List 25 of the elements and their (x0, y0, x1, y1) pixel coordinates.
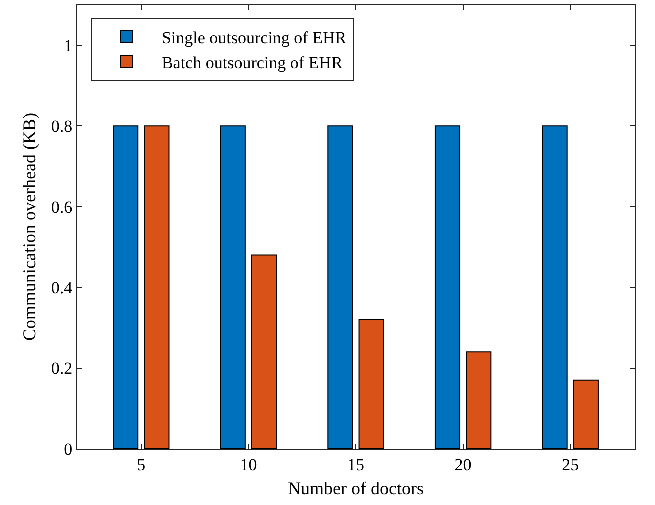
bar (434, 126, 461, 449)
bar (328, 126, 354, 449)
x-axis-title: Number of doctors (288, 478, 424, 498)
y-axis-title: Communication overhead (KB) (20, 113, 40, 341)
y-tick-label: 0.4 (51, 278, 74, 298)
x-tick-label: 25 (562, 455, 580, 474)
bar (251, 254, 278, 449)
y-tick-label: 0.6 (51, 198, 73, 217)
bar (220, 126, 246, 449)
x-tick-label: 15 (348, 455, 364, 474)
bar (113, 126, 139, 449)
bar (542, 126, 568, 449)
x-tick-label: 20 (454, 455, 472, 474)
y-tick-label: 0.8 (51, 117, 73, 136)
bar (144, 126, 170, 449)
bar (358, 319, 384, 449)
y-tick-label: 0.2 (51, 359, 73, 378)
y-tick-label: 1 (64, 36, 73, 56)
x-tick-label: 5 (137, 455, 146, 474)
legend-label: Single outsourcing of EHR (162, 28, 348, 48)
x-tick-label: 10 (240, 455, 258, 474)
legend-label: Batch outsourcing of EHR (162, 54, 344, 73)
bar (573, 380, 599, 449)
bar (466, 352, 492, 449)
y-tick-label: 0 (64, 440, 73, 459)
